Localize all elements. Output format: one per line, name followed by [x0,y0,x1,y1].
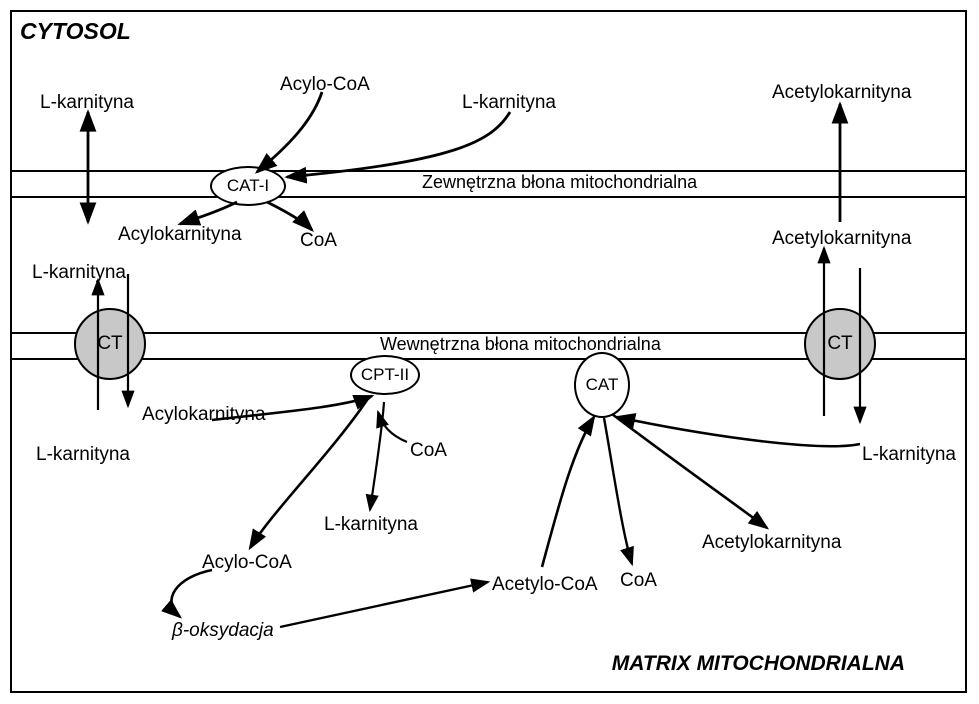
outer-membrane-bottom [12,196,965,198]
enzyme-cat1: CAT-I [210,166,286,206]
arrow-beta-to-acetylcoa [280,582,488,627]
lbl-acylcoa-top: Acylo-CoA [280,74,370,96]
lbl-beta-ox: β-oksydacja [172,620,274,642]
arrow-cat1-to-acylkar [180,202,237,224]
lbl-acetyl-coa: Acetylo-CoA [492,574,598,596]
lbl-acetylkar-top-right: Acetylokarnityna [772,82,911,104]
diagram-frame: CYTOSOL MATRIX MITOCHONDRIALNA Zewnętrzn… [10,10,967,693]
lbl-coa-cpt2: CoA [410,440,447,462]
lbl-lkarnityna-right-below: L-karnityna [862,444,956,466]
outer-membrane-label: Zewnętrzna błona mitochondrialna [422,172,697,193]
lbl-acylkar-mid: Acylokarnityna [118,224,242,246]
enzyme-cat: CAT [574,352,630,418]
lbl-coa-cat: CoA [620,570,657,592]
arrow-acetylcoa-to-cat [542,417,594,567]
lbl-lkarnityna-below-ct-left: L-karnityna [36,444,130,466]
title-matrix: MATRIX MITOCHONDRIALNA [612,652,905,676]
arrow-lkar-to-cat-right [617,417,860,446]
arrow-cat-to-coa [604,418,632,564]
arrow-coa-into-cpt2 [378,412,407,442]
enzyme-cpt2: CPT-II [350,355,420,395]
lbl-coa-mid: CoA [300,230,337,252]
arrow-cpt2-to-lkar [370,402,384,510]
lbl-lkarnityna-top-right: L-karnityna [462,92,556,114]
lbl-lkarnityna-top-left: L-karnityna [40,92,134,114]
ct-right: CT [804,308,876,380]
arrow-cat1-to-coa [267,202,312,230]
arrow-acylcoa-to-beta [171,570,212,617]
lbl-acetylkar-mid-right: Acetylokarnityna [772,228,911,250]
arrow-cat-to-acetylkar [612,414,767,528]
lbl-acetylkar-cat: Acetylokarnityna [702,532,841,554]
lbl-acylcoa-bottom: Acylo-CoA [202,552,292,574]
lbl-lkarnityna-cpt2: L-karnityna [324,514,418,536]
title-cytosol: CYTOSOL [20,18,131,45]
lbl-acylkar-below-ct: Acylokarnityna [142,404,266,426]
arrow-acylcoa-to-cat1 [257,92,322,172]
lbl-lkarnityna-left-mid: L-karnityna [32,262,126,284]
ct-left: CT [74,308,146,380]
inner-membrane-label: Wewnętrzna błona mitochondrialna [380,334,661,355]
arrow-lkar-to-cat1 [287,112,510,177]
